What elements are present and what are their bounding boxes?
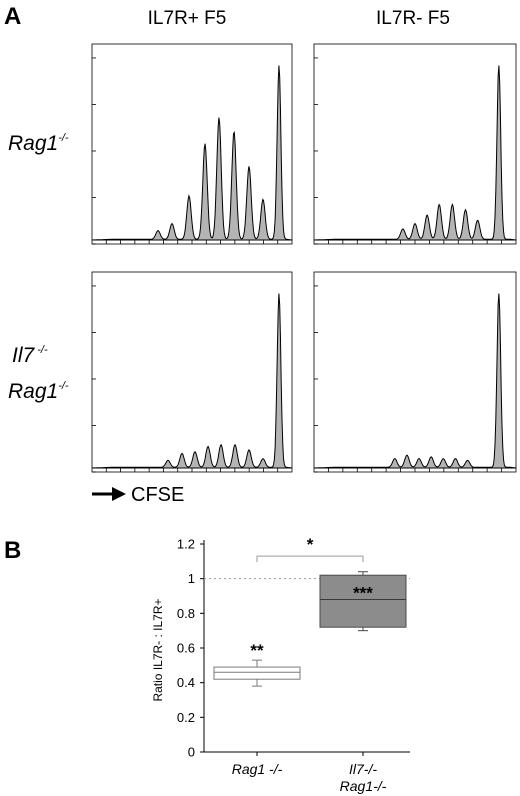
histogram-area [314, 65, 517, 241]
row-label-il7-main: Il7 [12, 344, 36, 367]
panel-b-letter: B [4, 537, 21, 564]
cfse-label: CFSE [131, 484, 184, 506]
svg-text:Rag1-/-: Rag1-/- [8, 380, 69, 403]
panel-a-letter: A [4, 3, 21, 30]
histogram-frame [91, 271, 293, 473]
box-y-tick-label: 0 [188, 745, 195, 760]
row-label-rag1b-sup: -/- [58, 380, 69, 392]
row-label-rag1b-main: Rag1 [8, 380, 58, 403]
comparison-bracket-line [256, 555, 364, 563]
svg-text:Il7 -/-: Il7 -/- [12, 344, 48, 367]
histogram-il7-rag1-il7r-minus [313, 271, 517, 473]
box-2: *** [319, 571, 407, 632]
comparison-bracket: * [256, 535, 364, 563]
histogram-area [92, 65, 293, 241]
column-title-il7r-minus: IL7R- F5 [376, 8, 450, 29]
box-1: ** [213, 641, 301, 687]
ratio-box-plot: 0 0.2 0.4 0.6 0.8 1 1.2 Ratio IL7R- : IL7R+ Rag1… [151, 535, 410, 794]
box-category-label: Rag1 -/- [232, 761, 283, 777]
box-y-tick-label: 1.2 [177, 537, 195, 552]
box-category-label: Rag1-/- [340, 778, 387, 794]
histogram-frame [313, 271, 517, 473]
box-y-tick-label: 1 [188, 571, 195, 586]
row-label-rag1-main: Rag1 [8, 132, 58, 155]
histogram-frame [313, 43, 517, 245]
row-label-rag1-sup: -/- [58, 132, 69, 144]
box-rect [319, 574, 407, 628]
histogram-il7-rag1-il7r-plus [91, 271, 293, 473]
svg-text:Rag1-/-: Rag1-/- [8, 132, 69, 155]
column-title-il7r-plus: IL7R+ F5 [148, 8, 227, 29]
box-rect [213, 666, 301, 680]
cfse-axis-label: CFSE [92, 484, 184, 506]
box-category-label: Il7-/- [349, 761, 377, 777]
histogram-rag1-il7r-plus [91, 43, 293, 245]
box-y-tick-label: 0.2 [177, 710, 195, 725]
comparison-significance: * [307, 535, 314, 554]
histogram-rag1-il7r-minus [313, 43, 517, 245]
box-y-tick-label: 0.8 [177, 606, 195, 621]
row-label-il7-rag1: Il7 -/- Rag1-/- [8, 344, 69, 403]
row-label-il7-sup: -/- [34, 344, 48, 356]
significance-marker: *** [353, 583, 373, 602]
histogram-area [314, 293, 517, 469]
box-y-tick-label: 0.4 [177, 675, 195, 690]
histogram-area [92, 293, 293, 469]
row-label-rag1: Rag1-/- [8, 132, 69, 155]
box-y-axis-label: Ratio IL7R- : IL7R+ [151, 598, 165, 701]
cfse-arrow-head-icon [112, 487, 126, 501]
significance-marker: ** [250, 641, 264, 660]
box-y-tick-label: 0.6 [177, 641, 195, 656]
